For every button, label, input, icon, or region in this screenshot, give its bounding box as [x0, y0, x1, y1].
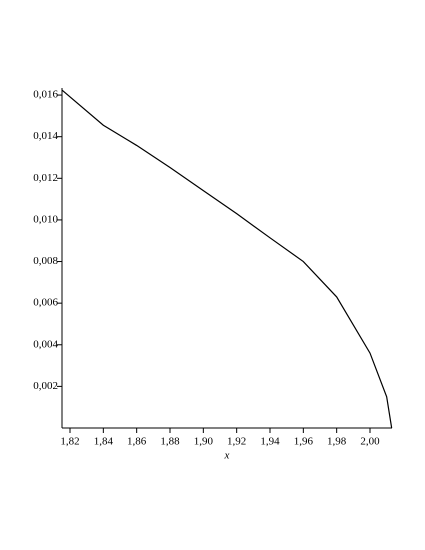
- y-tick-label: 0,014: [33, 130, 58, 142]
- y-tick-label: 0,002: [33, 380, 58, 392]
- x-tick-label: 2,00: [360, 436, 380, 448]
- y-tick-label: 0,012: [33, 172, 58, 184]
- x-tick-label: 1,94: [260, 436, 280, 448]
- y-tick-label: 0,006: [33, 297, 58, 309]
- y-tick-label: 0,010: [33, 213, 58, 225]
- x-tick-label: 1,82: [60, 436, 79, 448]
- x-tick-label: 1,86: [127, 436, 147, 448]
- y-tick-label: 0,008: [33, 255, 58, 267]
- line: [61, 89, 393, 429]
- x-axis-label: x: [224, 450, 230, 462]
- y-tick-label: 0,004: [33, 338, 58, 350]
- x-tick-label: 1,90: [194, 436, 214, 448]
- x-tick-label: 1,96: [294, 436, 314, 448]
- x-tick-label: 1,84: [94, 436, 114, 448]
- x-tick-label: 1,88: [160, 436, 180, 448]
- x-tick-label: 1,92: [227, 436, 246, 448]
- y-tick-label: 0,016: [33, 89, 58, 101]
- x-tick-label: 1,98: [327, 436, 347, 448]
